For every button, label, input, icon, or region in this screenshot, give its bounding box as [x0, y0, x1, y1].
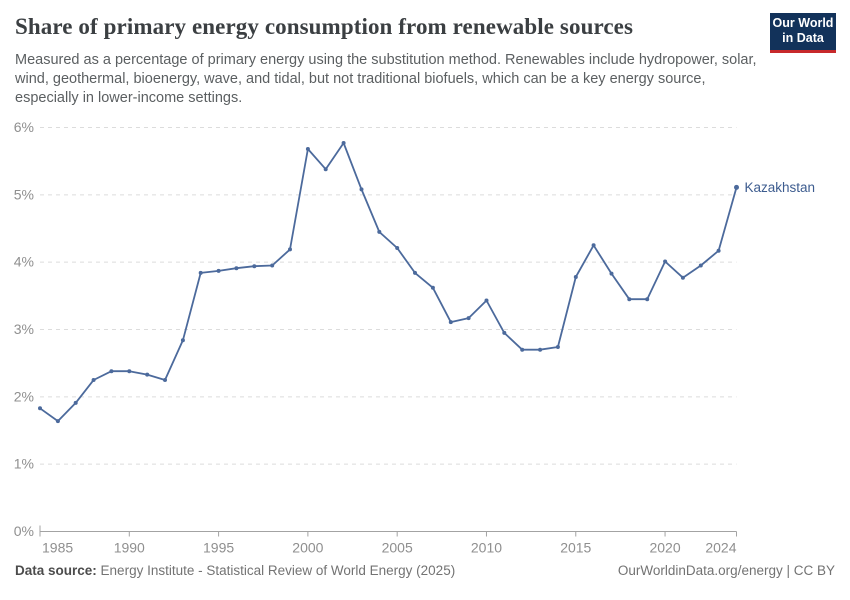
y-axis-tick-label: 4%	[14, 254, 34, 270]
page-title: Share of primary energy consumption from…	[15, 14, 634, 39]
data-point-2013[interactable]	[538, 347, 543, 352]
data-point-2008[interactable]	[448, 320, 453, 325]
data-point-2024[interactable]	[734, 184, 739, 190]
data-point-2014[interactable]	[555, 345, 560, 349]
data-point-2022[interactable]	[698, 263, 703, 268]
data-source-label: Data source:	[15, 563, 97, 578]
y-axis-tick-label: 2%	[14, 388, 34, 404]
y-axis-tick-label: 0%	[14, 523, 34, 539]
x-axis-tick-label: 1990	[114, 540, 145, 556]
data-point-2003[interactable]	[359, 187, 364, 192]
series-label-kazakhstan[interactable]: Kazakhstan	[745, 180, 816, 195]
x-axis-tick-label: 2010	[471, 540, 502, 556]
data-source-text: Energy Institute - Statistical Review of…	[100, 563, 456, 578]
x-axis-tick-label: 2005	[382, 540, 413, 556]
data-point-1989[interactable]	[109, 369, 114, 374]
chart-footer: Data source: Energy Institute - Statisti…	[15, 563, 835, 578]
x-axis-tick-label: 2020	[649, 540, 680, 556]
data-point-2021[interactable]	[680, 275, 685, 280]
data-point-1996[interactable]	[234, 266, 239, 271]
data-point-1988[interactable]	[91, 378, 96, 382]
data-point-1994[interactable]	[198, 270, 203, 275]
data-point-1998[interactable]	[270, 263, 275, 268]
data-point-2012[interactable]	[520, 347, 525, 352]
y-axis-tick-label: 6%	[14, 119, 34, 135]
y-axis-tick-label: 3%	[14, 321, 34, 337]
owid-logo-line2: in Data	[782, 31, 824, 45]
x-axis-tick-label: 1985	[42, 540, 73, 556]
data-point-2005[interactable]	[395, 246, 400, 250]
chart-subtitle: Measured as a percentage of primary ener…	[15, 52, 757, 106]
data-point-1993[interactable]	[180, 338, 185, 343]
data-point-1999[interactable]	[288, 247, 292, 252]
data-point-2011[interactable]	[502, 330, 507, 335]
x-axis-tick-label: 1995	[203, 540, 234, 556]
x-axis-tick-label: 2024	[705, 540, 736, 556]
data-point-1992[interactable]	[163, 378, 167, 382]
y-axis-tick-label: 1%	[14, 456, 34, 472]
data-point-2020[interactable]	[663, 259, 668, 264]
y-axis-tick-label: 5%	[14, 186, 34, 202]
data-point-1991[interactable]	[145, 372, 150, 377]
data-point-2010[interactable]	[484, 298, 489, 303]
data-source-note: Data source: Energy Institute - Statisti…	[15, 563, 455, 578]
data-point-2000[interactable]	[305, 147, 310, 151]
owid-logo[interactable]: Our World in Data	[770, 13, 836, 53]
data-point-1987[interactable]	[73, 400, 78, 405]
x-axis-tick-label: 2015	[560, 540, 591, 556]
data-point-2009[interactable]	[466, 316, 471, 321]
data-point-2023[interactable]	[716, 248, 721, 253]
owid-logo-line1: Our World	[772, 16, 834, 30]
data-point-1997[interactable]	[252, 264, 257, 269]
license-note[interactable]: OurWorldinData.org/energy | CC BY	[617, 563, 835, 578]
data-point-1995[interactable]	[216, 268, 221, 273]
data-point-2001[interactable]	[323, 167, 328, 172]
data-point-2007[interactable]	[430, 285, 435, 290]
data-point-2018[interactable]	[627, 297, 632, 302]
series-line-kazakhstan[interactable]	[39, 142, 738, 423]
data-point-2019[interactable]	[645, 297, 650, 302]
data-point-1986[interactable]	[55, 419, 60, 424]
data-point-2004[interactable]	[377, 229, 382, 234]
data-point-2002[interactable]	[341, 141, 346, 145]
data-point-2016[interactable]	[591, 243, 596, 248]
data-point-2017[interactable]	[609, 271, 614, 276]
data-point-1990[interactable]	[127, 369, 132, 374]
data-point-2006[interactable]	[413, 270, 417, 275]
data-point-2015[interactable]	[573, 275, 578, 279]
data-point-1985[interactable]	[38, 406, 42, 411]
x-axis-tick-label: 2000	[292, 540, 323, 556]
